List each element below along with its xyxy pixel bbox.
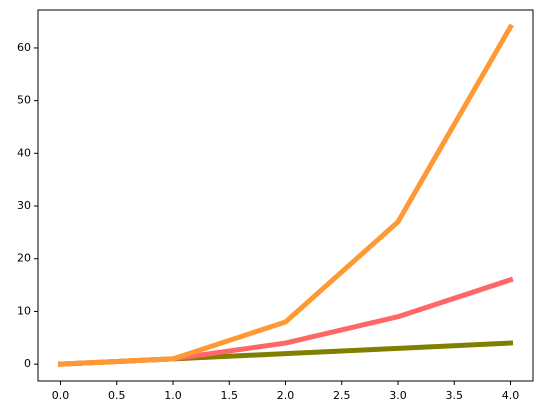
y-tick-label: 50 (17, 94, 31, 107)
x-tick-label: 2.5 (333, 389, 351, 402)
x-tick-label: 3.0 (389, 389, 407, 402)
y-tick-label: 0 (24, 357, 31, 370)
x-tick-label: 0.0 (52, 389, 70, 402)
y-tick-label: 30 (17, 199, 31, 212)
x-tick-label: 0.5 (108, 389, 126, 402)
y-tick-label: 10 (17, 304, 31, 317)
x-tick-label: 2.0 (277, 389, 295, 402)
y-tick-label: 20 (17, 252, 31, 265)
y-tick-label: 40 (17, 146, 31, 159)
line (57, 23, 514, 367)
y-tick-label: 60 (17, 41, 31, 54)
x-tick-label: 4.0 (502, 389, 520, 402)
x-tick-label: 3.5 (446, 389, 464, 402)
x-tick-label: 1.0 (164, 389, 182, 402)
axes-frame (37, 9, 534, 382)
x-tick-label: 1.5 (221, 389, 239, 402)
